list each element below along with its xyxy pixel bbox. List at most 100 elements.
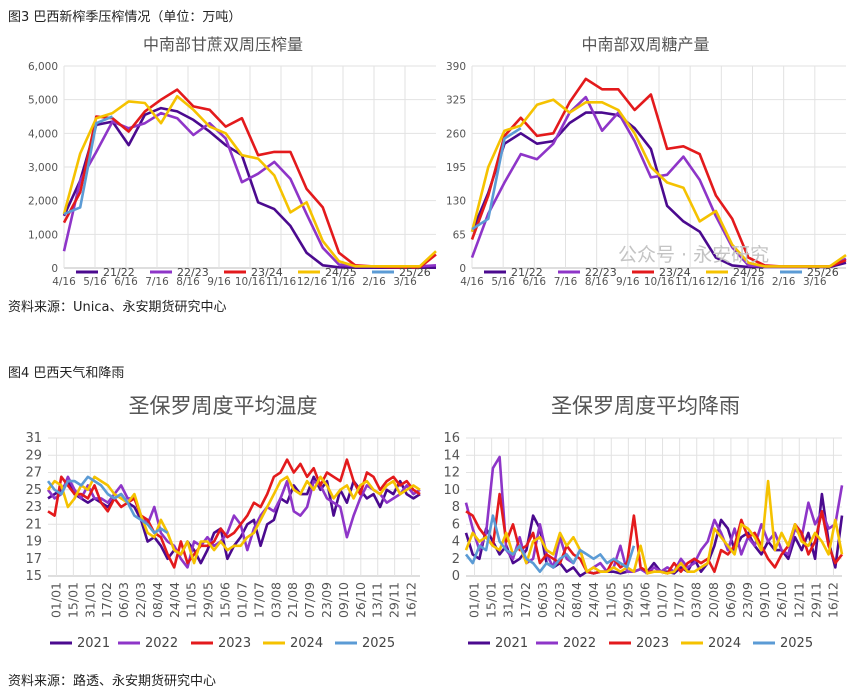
legend-label: 2024 [708, 636, 741, 651]
y-tick-label: 6 [452, 517, 460, 532]
x-tick-label: 11/05 [603, 582, 618, 618]
chart-title: 圣保罗周度平均温度 [129, 394, 318, 418]
sugar-chart-panel: 中南部双周糖产量 0 65 130 195 260 325 390 4/16 5/16 6/16 7/… [434, 28, 857, 290]
series-line-2023 [47, 458, 421, 569]
y-tick-label: 27 [25, 466, 42, 481]
y-tick-label: 2 [452, 552, 460, 567]
legend-label: 24/25 [733, 266, 765, 279]
legend-label: 2022 [563, 636, 596, 651]
x-tick-label: 2/16 [772, 276, 796, 288]
y-tick-label: 260 [446, 128, 466, 140]
y-tick-label: 8 [452, 500, 460, 515]
legend-label: 22/23 [585, 266, 617, 279]
x-tick-label: 07/09 [302, 582, 317, 618]
x-tick-label: 03/08 [689, 582, 704, 618]
x-tick-label: 29/05 [201, 582, 216, 618]
x-tick-label: 17/07 [251, 582, 266, 618]
x-tick-label: 09/10 [336, 582, 351, 618]
x-tick-label: 08/04 [569, 582, 584, 618]
y-tick-label: 17 [25, 552, 42, 567]
figure4-source: 资料来源：路透、永安期货研究中心 [8, 674, 217, 689]
x-tick-label: 17/07 [672, 582, 687, 618]
x-tick-label: 8/16 [585, 276, 609, 288]
x-tick-label: 10/16 [235, 276, 266, 288]
x-tick-label: 01/07 [655, 582, 670, 618]
y-tick-label: 4 [452, 535, 460, 550]
y-tick-label: 2,000 [28, 196, 58, 208]
x-tick-label: 23/09 [319, 582, 334, 618]
x-tick-label: 29/11 [808, 582, 823, 618]
x-tick-label: 5/16 [491, 276, 515, 288]
y-tick-label: 29 [25, 448, 42, 463]
x-tick-label: 29/05 [620, 582, 635, 618]
x-tick-label: 7/16 [145, 276, 169, 288]
x-tick-label: 2/16 [362, 276, 386, 288]
legend-label: 25/26 [807, 266, 839, 279]
x-tick-label: 7/16 [554, 276, 578, 288]
x-tick-label: 15/06 [218, 582, 233, 618]
series-line-2025 [464, 514, 636, 573]
y-tick-label: 25 [25, 483, 42, 498]
crush-chart-panel: 中南部甘蔗双周压榨量 0 1,000 2,000 3,000 4,000 5,000 6,00… [8, 28, 438, 290]
x-tick-label: 11/05 [184, 582, 199, 618]
legend-label: 21/22 [103, 266, 135, 279]
y-tick-label: 6,000 [28, 61, 58, 73]
rainfall-chart-panel: 圣保罗周度平均降雨 0 2 4 6 8 10 12 14 16 01/01 15/01 31/01 17/… [434, 383, 857, 661]
x-tick-label: 01/01 [467, 582, 482, 618]
x-tick-label: 4/16 [52, 276, 76, 288]
figure4-caption: 图4 巴西天气和降雨 [8, 366, 125, 381]
x-tick-label: 11/16 [675, 276, 706, 288]
y-tick-label: 12 [443, 466, 460, 481]
y-tick-label: 16 [443, 431, 460, 446]
x-tick-label: 24/04 [167, 582, 182, 618]
y-tick-label: 15 [25, 569, 42, 584]
y-tick-label: 21 [25, 517, 42, 532]
legend-label: 2023 [636, 636, 669, 651]
series-line-2024 [464, 479, 844, 575]
y-tick-label: 195 [446, 162, 466, 174]
legend-label: 2024 [290, 636, 323, 651]
x-tick-label: 15/01 [484, 582, 499, 618]
legend-label: 25/26 [399, 266, 431, 279]
series-line-2024 [46, 475, 421, 565]
legend-label: 21/22 [511, 266, 543, 279]
x-tick-label: 29/11 [387, 582, 402, 618]
x-tick-label: 5/16 [83, 276, 107, 288]
legend-label: 2021 [495, 636, 528, 651]
x-tick-label: 12/11 [791, 582, 806, 618]
x-tick-label: 03/08 [268, 582, 283, 618]
x-tick-label: 1/16 [741, 276, 765, 288]
x-tick-label: 20/08 [706, 582, 721, 618]
x-tick-label: 1/16 [331, 276, 355, 288]
y-tick-label: 14 [443, 448, 460, 463]
y-tick-label: 23 [25, 500, 42, 515]
series-line-24-25 [62, 95, 437, 268]
x-tick-label: 16/12 [825, 582, 840, 618]
x-tick-label: 17/02 [99, 582, 114, 618]
legend-label: 2025 [362, 636, 395, 651]
y-tick-label: 4,000 [28, 128, 58, 140]
y-tick-label: 31 [25, 431, 42, 446]
x-tick-label: 9/16 [616, 276, 640, 288]
y-tick-label: 325 [446, 95, 466, 107]
y-tick-label: 3,000 [28, 162, 58, 174]
y-tick-label: 5,000 [28, 95, 58, 107]
series-line-2021 [464, 492, 844, 578]
y-tick-label: 1,000 [28, 229, 58, 241]
legend-label: 23/24 [251, 266, 283, 279]
figure3-caption: 图3 巴西新榨季压榨情况（单位：万吨） [8, 10, 242, 25]
temperature-chart: 圣保罗周度平均温度 15 17 19 21 23 25 27 29 31 01/01 15/01 31/… [25, 394, 421, 651]
series-line-2022 [46, 475, 421, 569]
x-tick-label: 13/11 [370, 582, 385, 618]
temperature-chart-panel: 圣保罗周度平均温度 15 17 19 21 23 25 27 29 31 01/01 15/01 31/… [8, 383, 438, 661]
chart-title: 中南部双周糖产量 [581, 35, 709, 54]
series-line-2023 [465, 492, 844, 575]
chart-title: 圣保罗周度平均降雨 [551, 394, 740, 418]
y-tick-label: 0 [452, 569, 460, 584]
x-tick-label: 01/01 [48, 582, 63, 618]
x-tick-label: 26/10 [353, 582, 368, 618]
legend-label: 2023 [218, 636, 251, 651]
x-tick-label: 22/03 [133, 582, 148, 618]
x-tick-label: 8/16 [176, 276, 200, 288]
